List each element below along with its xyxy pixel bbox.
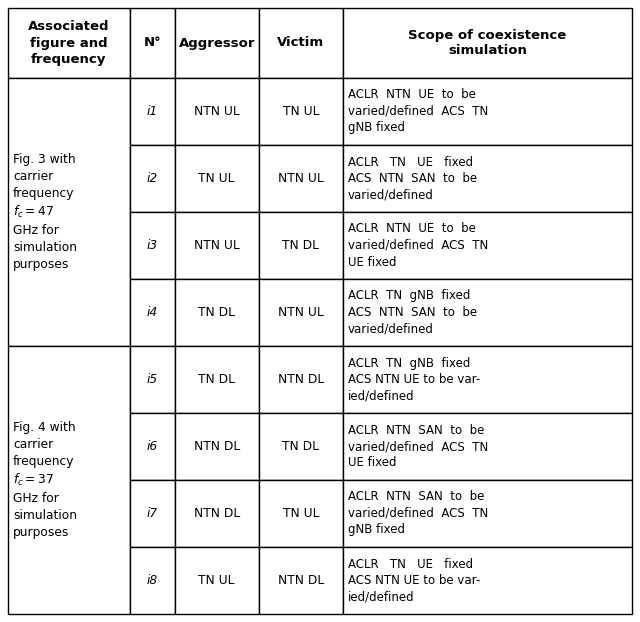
Text: i7: i7 — [147, 507, 157, 520]
Text: NTN UL: NTN UL — [194, 105, 239, 118]
Bar — [259, 8, 343, 78]
Text: Associated
figure and
frequency: Associated figure and frequency — [28, 21, 109, 65]
Bar — [130, 279, 175, 346]
Text: ACLR  NTN  SAN  to  be
varied/defined  ACS  TN
UE fixed: ACLR NTN SAN to be varied/defined ACS TN… — [348, 424, 488, 470]
Bar — [259, 480, 343, 547]
Bar — [130, 547, 175, 614]
Bar — [343, 413, 632, 480]
Text: i4: i4 — [147, 306, 157, 319]
Bar — [343, 547, 632, 614]
Text: ACLR  NTN  UE  to  be
varied/defined  ACS  TN
UE fixed: ACLR NTN UE to be varied/defined ACS TN … — [348, 223, 488, 269]
Text: TN DL: TN DL — [282, 239, 319, 252]
Text: i6: i6 — [147, 440, 157, 453]
Text: TN DL: TN DL — [282, 440, 319, 453]
Bar — [343, 279, 632, 346]
Text: TN UL: TN UL — [198, 172, 235, 185]
Bar — [259, 145, 343, 212]
Text: N°: N° — [143, 37, 161, 50]
Bar — [175, 413, 259, 480]
Bar — [175, 480, 259, 547]
Text: ACLR  TN  gNB  fixed
ACS NTN UE to be var-
ied/defined: ACLR TN gNB fixed ACS NTN UE to be var- … — [348, 356, 481, 402]
Bar — [8, 346, 130, 614]
Text: ACLR  NTN  SAN  to  be
varied/defined  ACS  TN
gNB fixed: ACLR NTN SAN to be varied/defined ACS TN… — [348, 491, 488, 537]
Bar — [175, 279, 259, 346]
Text: Fig. 3 with
carrier
frequency
$f_c = 47$
GHz for
simulation
purposes: Fig. 3 with carrier frequency $f_c = 47$… — [13, 152, 77, 271]
Text: Aggressor: Aggressor — [179, 37, 255, 50]
Bar — [259, 346, 343, 413]
Bar — [130, 413, 175, 480]
Text: Fig. 4 with
carrier
frequency
$f_c = 37$
GHz for
simulation
purposes: Fig. 4 with carrier frequency $f_c = 37$… — [13, 420, 77, 539]
Bar — [343, 346, 632, 413]
Bar — [343, 212, 632, 279]
Text: i8: i8 — [147, 574, 157, 587]
Bar — [175, 212, 259, 279]
Bar — [259, 547, 343, 614]
Text: Victim: Victim — [277, 37, 324, 50]
Bar — [343, 8, 632, 78]
Text: i2: i2 — [147, 172, 157, 185]
Text: i5: i5 — [147, 373, 157, 386]
Bar — [130, 8, 175, 78]
Bar — [175, 8, 259, 78]
Bar — [8, 78, 130, 346]
Text: ACLR  NTN  UE  to  be
varied/defined  ACS  TN
gNB fixed: ACLR NTN UE to be varied/defined ACS TN … — [348, 88, 488, 134]
Bar — [343, 145, 632, 212]
Text: ACLR   TN   UE   fixed
ACS  NTN  SAN  to  be
varied/defined: ACLR TN UE fixed ACS NTN SAN to be varie… — [348, 156, 477, 202]
Text: TN UL: TN UL — [198, 574, 235, 587]
Text: NTN DL: NTN DL — [278, 373, 324, 386]
Bar — [175, 346, 259, 413]
Text: TN UL: TN UL — [283, 507, 319, 520]
Bar — [175, 145, 259, 212]
Text: TN DL: TN DL — [198, 373, 236, 386]
Bar — [175, 78, 259, 145]
Bar — [259, 413, 343, 480]
Text: NTN UL: NTN UL — [278, 306, 324, 319]
Bar — [175, 547, 259, 614]
Bar — [343, 78, 632, 145]
Bar — [259, 78, 343, 145]
Bar — [259, 279, 343, 346]
Text: NTN DL: NTN DL — [194, 507, 240, 520]
Text: NTN UL: NTN UL — [278, 172, 324, 185]
Text: NTN DL: NTN DL — [194, 440, 240, 453]
Text: NTN UL: NTN UL — [194, 239, 239, 252]
Bar — [130, 78, 175, 145]
Bar — [130, 346, 175, 413]
Text: TN DL: TN DL — [198, 306, 236, 319]
Bar — [8, 8, 130, 78]
Text: TN UL: TN UL — [283, 105, 319, 118]
Text: NTN DL: NTN DL — [278, 574, 324, 587]
Bar — [130, 212, 175, 279]
Text: ACLR   TN   UE   fixed
ACS NTN UE to be var-
ied/defined: ACLR TN UE fixed ACS NTN UE to be var- i… — [348, 557, 481, 603]
Text: Scope of coexistence
simulation: Scope of coexistence simulation — [408, 29, 566, 57]
Text: ACLR  TN  gNB  fixed
ACS  NTN  SAN  to  be
varied/defined: ACLR TN gNB fixed ACS NTN SAN to be vari… — [348, 289, 477, 335]
Bar — [259, 212, 343, 279]
Bar — [343, 480, 632, 547]
Bar — [130, 480, 175, 547]
Text: i1: i1 — [147, 105, 157, 118]
Text: i3: i3 — [147, 239, 157, 252]
Bar — [130, 145, 175, 212]
